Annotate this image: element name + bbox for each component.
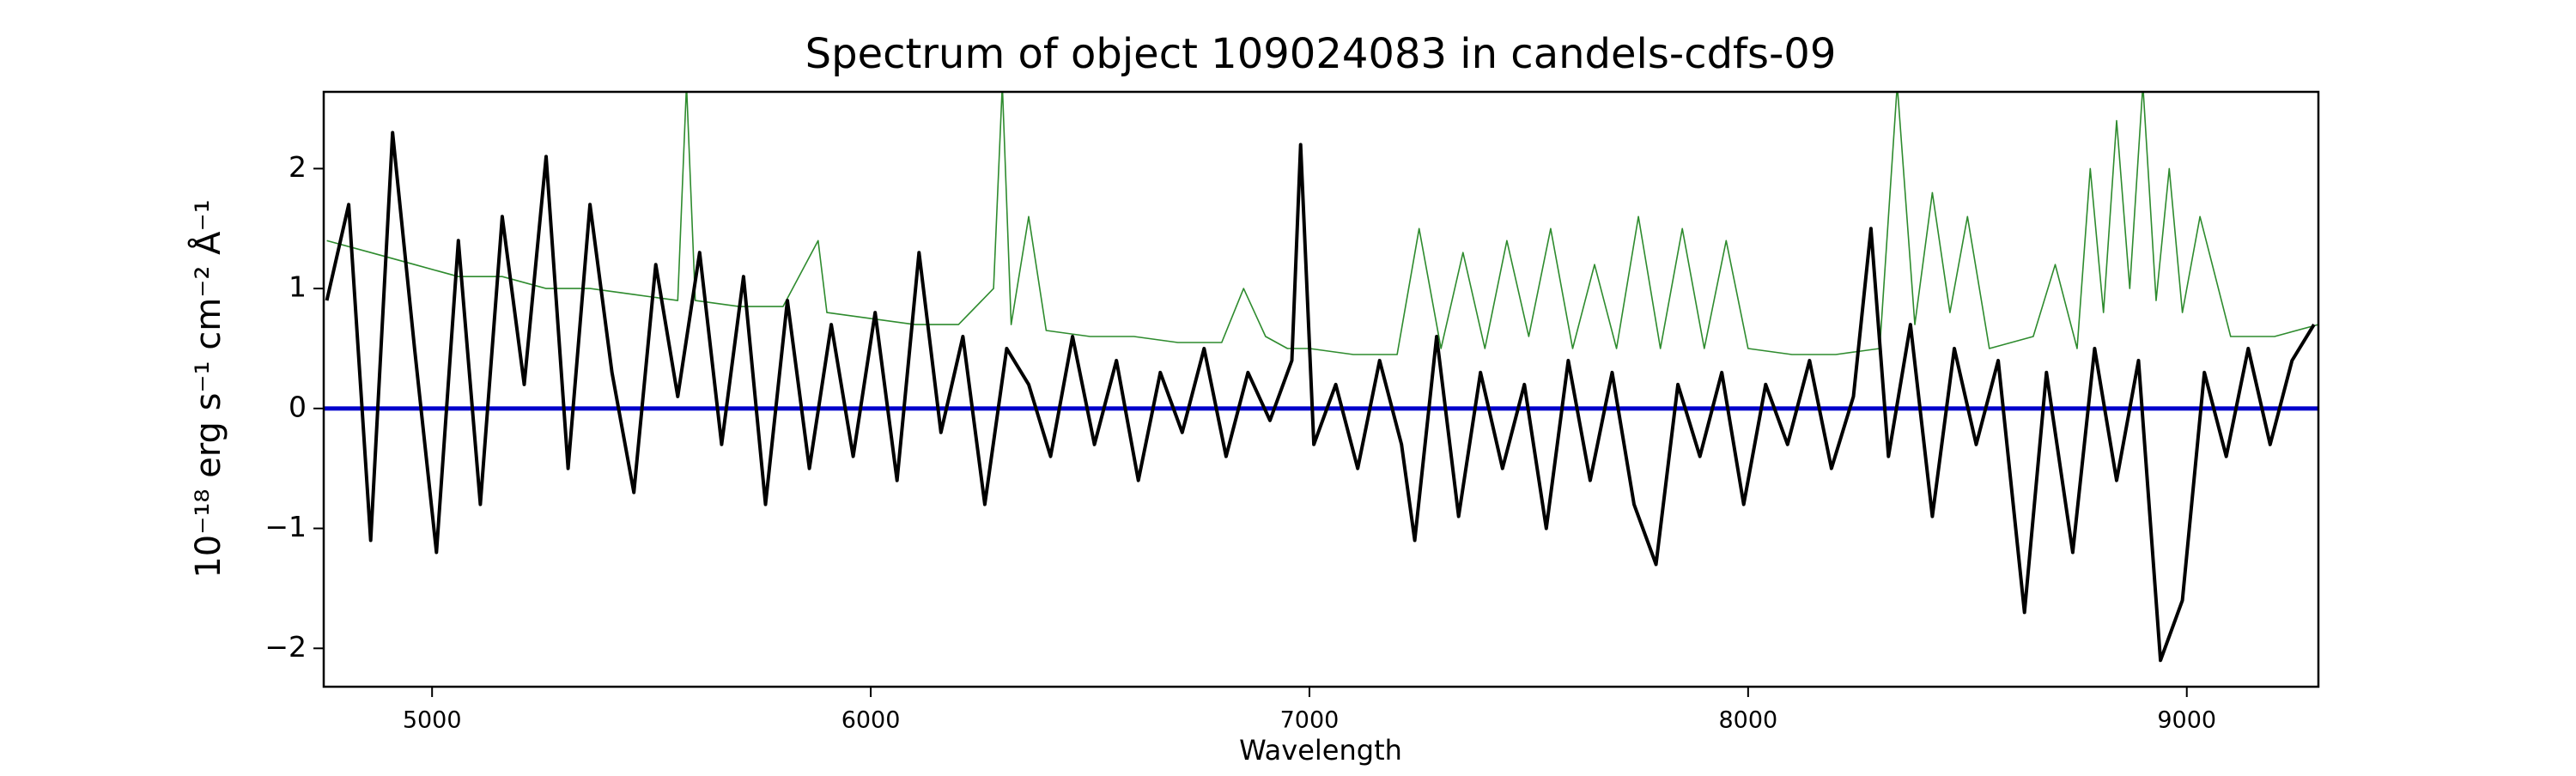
x-tick-label: 9000 [2157, 707, 2216, 734]
spectrum-line [325, 130, 2316, 663]
x-tick-label: 6000 [841, 707, 901, 734]
x-axis-label: Wavelength [1239, 734, 1402, 767]
axes-frame [322, 90, 2320, 688]
y-tick-label: 2 [289, 150, 307, 184]
x-tick-label: 5000 [403, 707, 462, 734]
spectrum-line [326, 92, 2318, 355]
chart-title: Spectrum of object 109024083 in candels-… [805, 30, 1837, 78]
x-tick-label: 8000 [1718, 707, 1777, 734]
y-axis-label: 10⁻¹⁸ erg s⁻¹ cm⁻² Å⁻¹ [187, 199, 228, 578]
y-tick-label: −1 [264, 510, 307, 543]
x-tick-label: 7000 [1280, 707, 1340, 734]
plot-area [324, 92, 2318, 663]
y-tick-label: −2 [264, 630, 307, 664]
y-tick-label: 1 [289, 270, 307, 304]
y-tick-label: 0 [289, 390, 307, 423]
